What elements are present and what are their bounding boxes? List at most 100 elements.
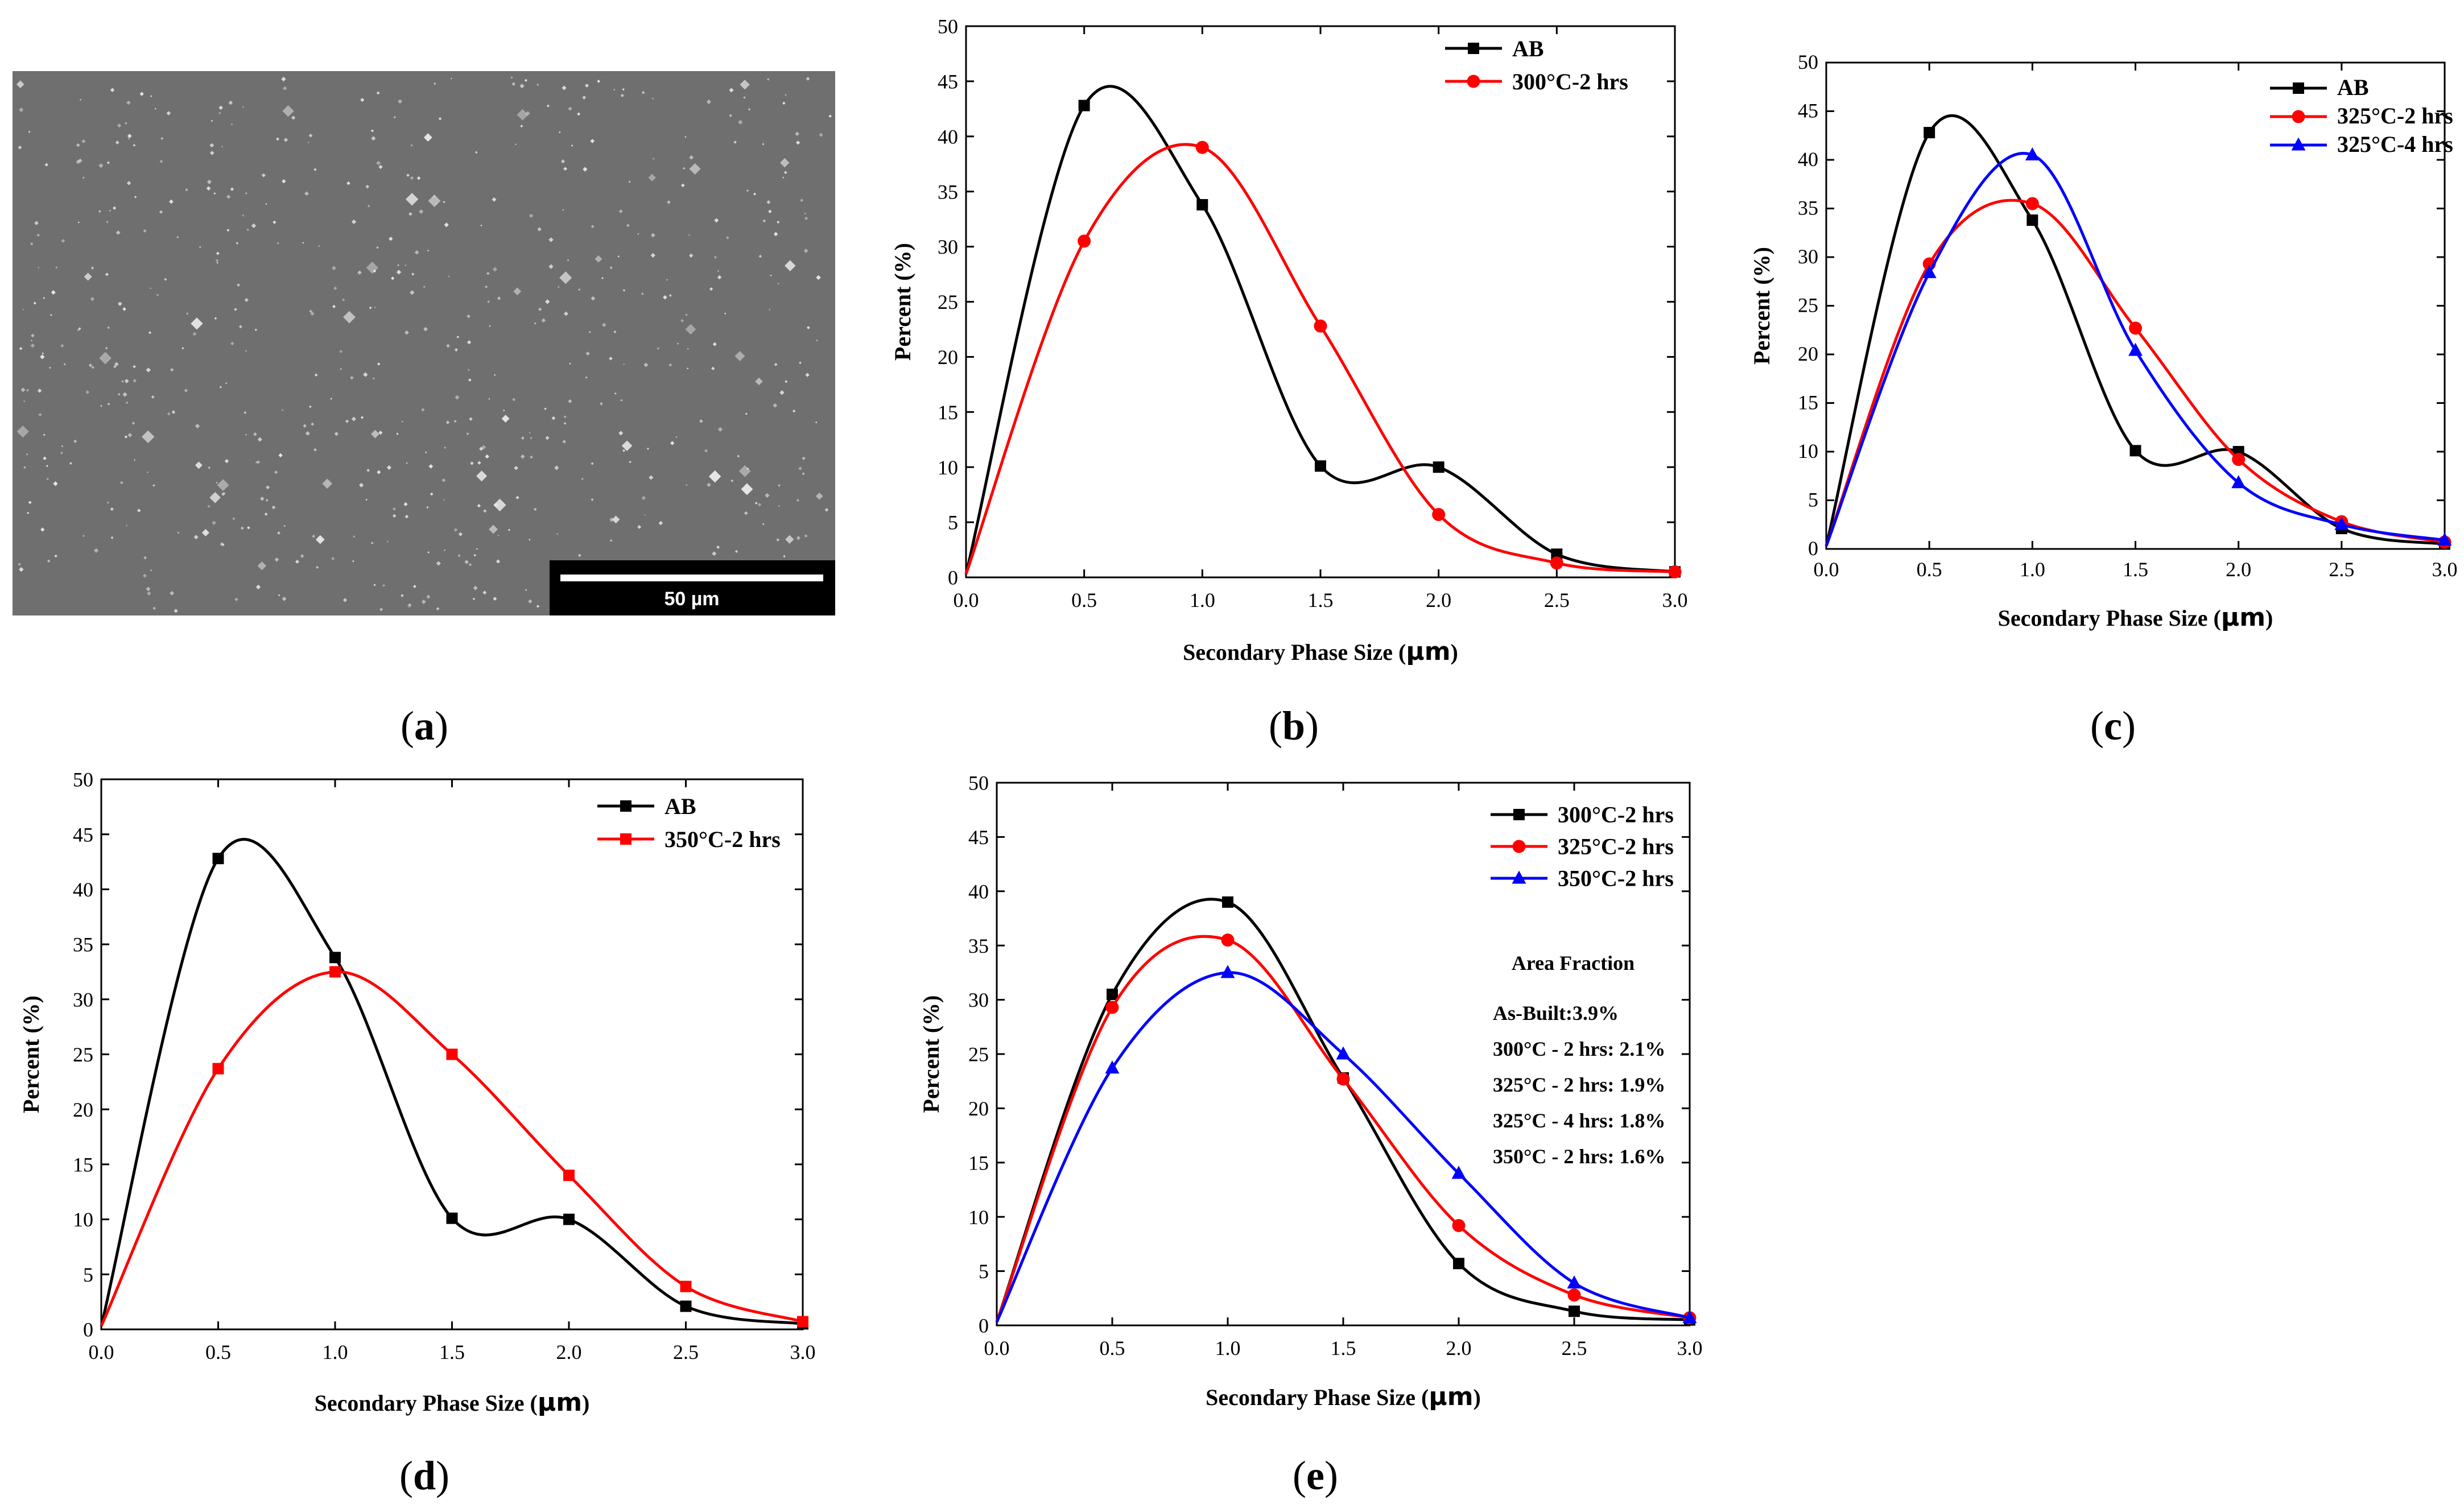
particle (69, 461, 73, 465)
particle (121, 380, 124, 383)
x-tick-label: 1.5 (439, 1341, 465, 1363)
particle (37, 389, 42, 393)
legend-label: 350°C-2 hrs (665, 827, 781, 852)
legend-marker (1512, 870, 1526, 884)
x-axis-label-unit: µm (2221, 603, 2265, 632)
particle (134, 458, 136, 461)
x-tick-label: 1.5 (1308, 589, 1334, 611)
particle (82, 176, 85, 179)
particle (253, 432, 257, 436)
x-tick-label: 2.0 (2226, 558, 2251, 581)
x-axis-label-text: Secondary Phase Size ( (1183, 639, 1406, 665)
particle (346, 181, 350, 185)
particle (81, 139, 86, 144)
particle (133, 365, 136, 369)
data-point (2232, 453, 2246, 466)
particle (443, 498, 445, 501)
panel-label-d-letter: d (413, 1453, 436, 1498)
panel-label-d: (d) (399, 1453, 449, 1498)
x-axis-label-end: ) (1451, 639, 1458, 665)
panel-a: 50 µm (13, 71, 835, 615)
particle (643, 362, 649, 367)
particle (126, 524, 128, 527)
particle (536, 83, 539, 86)
particle (312, 534, 316, 538)
y-tick-label: 0 (83, 1319, 93, 1341)
particle (273, 220, 276, 224)
particle (133, 379, 137, 383)
x-tick-label: 2.5 (1544, 589, 1570, 611)
data-point (1567, 1288, 1581, 1302)
y-tick-label: 10 (73, 1208, 93, 1231)
particle (724, 312, 727, 315)
particle (345, 419, 349, 423)
data-point (1922, 265, 1937, 278)
particle (513, 287, 522, 296)
particle (38, 412, 42, 417)
particle (195, 423, 200, 429)
y-tick-label: 15 (938, 401, 958, 424)
particle (503, 409, 505, 412)
particle (363, 372, 368, 377)
x-axis-label-end: ) (582, 1390, 589, 1416)
particle (405, 264, 407, 267)
series-line (995, 935, 1690, 1323)
data-point (563, 1170, 575, 1181)
particle (560, 159, 566, 164)
data-point (2026, 214, 2038, 226)
particle (117, 123, 122, 128)
particle (251, 223, 257, 229)
data-point (1220, 965, 1235, 978)
particle (776, 538, 780, 542)
x-tick-label: 3.0 (2432, 558, 2458, 581)
particle (46, 465, 48, 468)
particle (199, 246, 201, 249)
particle (228, 100, 233, 105)
data-point (1668, 565, 1682, 579)
particle (489, 325, 491, 327)
particle (334, 432, 339, 436)
particle (464, 560, 469, 564)
legend-marker (1512, 840, 1526, 853)
particle (534, 322, 536, 325)
particle (688, 253, 694, 258)
particle (423, 327, 428, 332)
data-point (1453, 1258, 1464, 1270)
particle (641, 495, 646, 501)
particle (230, 123, 233, 126)
data-point (329, 952, 341, 964)
particle (620, 399, 623, 402)
particle (774, 362, 778, 366)
particle (365, 184, 370, 189)
panel-label-c-letter: c (2104, 703, 2122, 749)
particle (77, 329, 80, 332)
particle (559, 271, 572, 284)
particle (254, 328, 258, 332)
particle (725, 235, 729, 239)
particle (816, 275, 821, 280)
data-point (2334, 517, 2349, 530)
particle (602, 323, 606, 328)
particle (687, 367, 689, 370)
particle (737, 454, 740, 458)
particle (366, 469, 370, 472)
data-point (1569, 1305, 1580, 1317)
x-axis-label: Secondary Phase Size (µm) (1183, 637, 1458, 666)
particle (711, 366, 715, 371)
particle (441, 478, 446, 482)
particle (185, 312, 189, 315)
x-axis-label: Secondary Phase Size (µm) (1998, 603, 2273, 632)
particle (271, 505, 276, 510)
particle (300, 554, 304, 558)
data-point (1222, 896, 1233, 908)
y-tick-label: 25 (938, 291, 958, 313)
legend-label: 325°C-2 hrs (1558, 833, 1674, 859)
particle (215, 259, 219, 262)
particle (169, 199, 174, 204)
particle (142, 573, 147, 578)
particle (376, 160, 381, 166)
x-axis-label: Secondary Phase Size (µm) (315, 1388, 590, 1417)
particle (113, 206, 117, 210)
x-tick-label: 3.0 (1677, 1337, 1703, 1360)
particle (618, 209, 623, 213)
